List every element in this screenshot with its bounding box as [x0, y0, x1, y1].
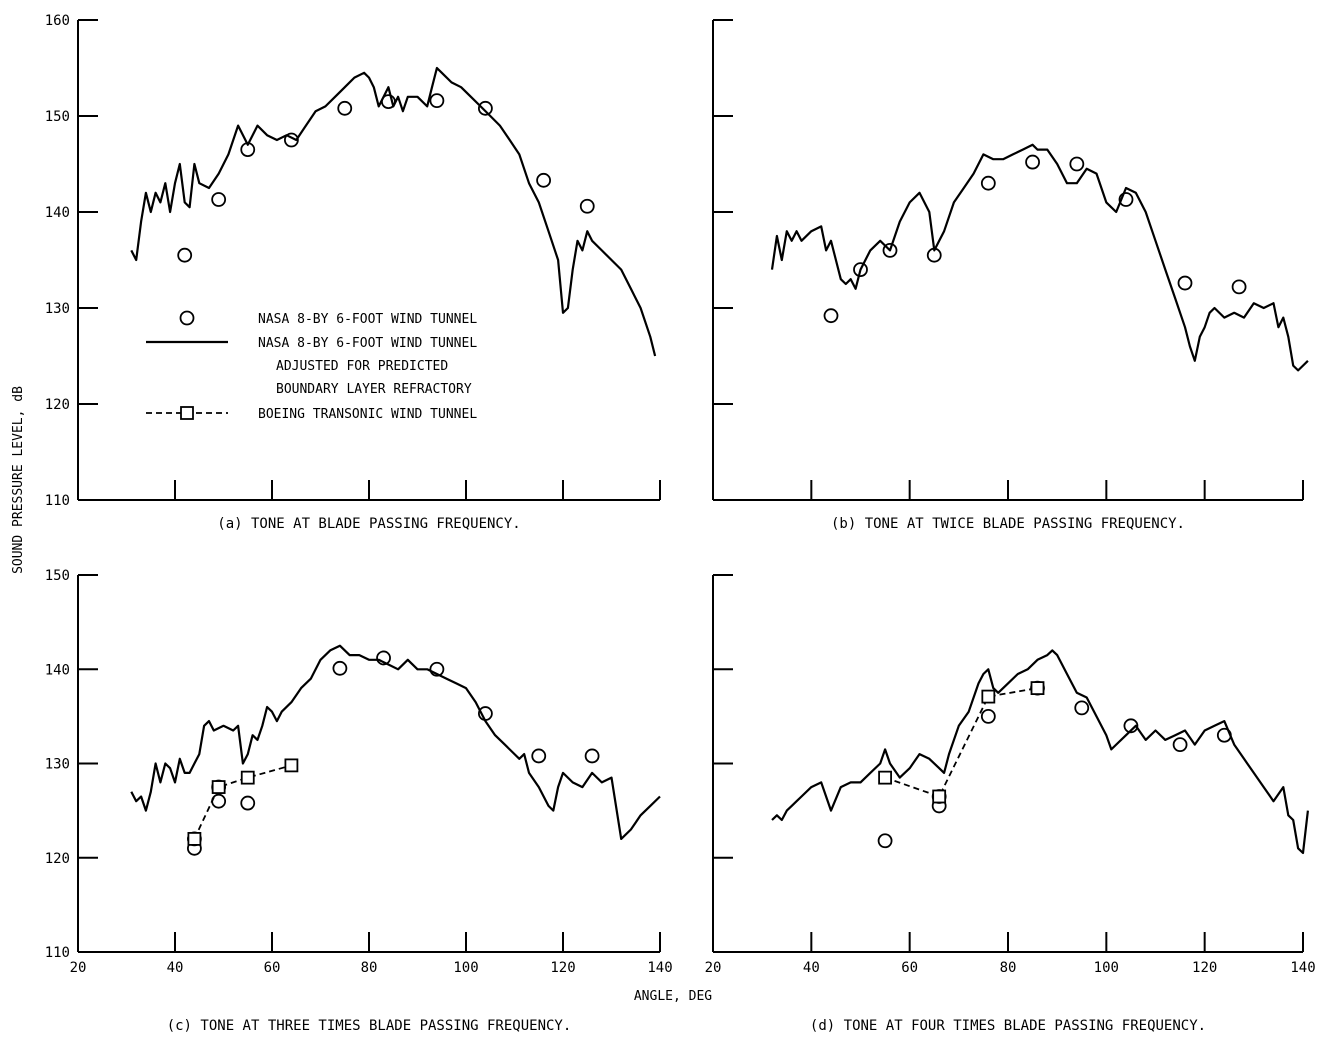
boeing-data-point [878, 770, 892, 785]
y-tick-label: 130 [45, 301, 70, 317]
y-tick-label: 140 [45, 205, 70, 221]
nasa-data-point [1025, 154, 1040, 170]
nasa-data-point [980, 175, 996, 191]
legend-label: BOEING TRANSONIC WIND TUNNEL [258, 407, 477, 422]
nasa-data-point [429, 93, 445, 109]
x-tick-label: 20 [70, 960, 87, 976]
y-tick-label: 110 [45, 493, 70, 509]
nasa-data-point [1177, 275, 1193, 291]
x-tick-label: 20 [705, 960, 722, 976]
y-tick-label: 160 [45, 13, 70, 29]
nasa-data-point [337, 100, 353, 116]
boeing-data-point [240, 770, 255, 785]
nasa-data-point [823, 308, 839, 324]
x-tick-label: 60 [264, 960, 281, 976]
y-tick-label: 150 [45, 109, 70, 125]
panel-caption: (a) TONE AT BLADE PASSING FREQUENCY. [217, 516, 520, 532]
boeing-data-point [981, 689, 996, 704]
nasa-data-point [1172, 737, 1188, 753]
legend-label-line: ADJUSTED FOR PREDICTED [276, 359, 448, 374]
adjusted-spl-line [130, 66, 657, 357]
nasa-data-point [1074, 700, 1090, 716]
x-tick-label: 100 [453, 960, 478, 976]
panel-d: 20 40 60 80 100 120 140 (d) TONE AT FOUR TIMES … [705, 574, 1316, 1034]
panel-b: (b) TONE AT TWICE BLADE PASSING FREQUENC… [712, 19, 1309, 532]
panel-a: 110 120 130 140 150 160 (a) TONE AT BLADE PASS… [45, 13, 661, 532]
x-tick-label: 40 [167, 960, 184, 976]
x-tick-label: 120 [1192, 960, 1217, 976]
boeing-dashed-line [193, 764, 292, 840]
boeing-data-point [284, 758, 299, 773]
x-axis-title: ANGLE, DEG [634, 989, 712, 1004]
nasa-data-point [477, 100, 493, 116]
y-tick-label: 120 [45, 397, 70, 413]
x-tick-label: 100 [1094, 960, 1119, 976]
boeing-data-point [211, 780, 226, 794]
x-tick-label: 80 [1000, 960, 1017, 976]
y-tick-label: 140 [45, 662, 70, 678]
nasa-data-point [980, 708, 996, 724]
adjusted-spl-line [771, 649, 1309, 855]
x-tick-label: 80 [361, 960, 378, 976]
x-tick-label: 140 [1290, 960, 1315, 976]
boeing-data-point [1030, 681, 1045, 695]
legend-label-line: BOUNDARY LAYER REFRACTORY [276, 382, 472, 397]
x-tick-label: 140 [647, 960, 672, 976]
legend-label: NASA 8-BY 6-FOOT WIND TUNNEL [258, 312, 477, 327]
boeing-data-point [932, 789, 947, 804]
nasa-data-point [531, 748, 547, 764]
panel-c: 110 120 130 140 150 20 40 60 80 100 120 140 (c) TONE… [45, 568, 673, 1034]
boeing-dashed-line [884, 687, 1038, 798]
nasa-data-point [177, 247, 193, 263]
nasa-data-point [536, 172, 551, 188]
adjusted-spl-line [770, 143, 1309, 372]
boeing-data-point [187, 832, 202, 846]
y-tick-label: 130 [45, 757, 70, 773]
x-tick-label: 120 [550, 960, 575, 976]
nasa-data-point [584, 748, 600, 764]
panel-caption: (d) TONE AT FOUR TIMES BLADE PASSING FRE… [810, 1018, 1206, 1034]
legend: NASA 8-BY 6-FOOT WIND TUNNEL NASA 8-BY 6-… [146, 310, 477, 422]
nasa-data-point [332, 660, 348, 676]
nasa-data-point [1231, 279, 1247, 295]
legend-square-marker [180, 406, 194, 420]
x-tick-label: 60 [901, 960, 918, 976]
y-tick-label: 120 [45, 851, 70, 867]
nasa-data-point [877, 833, 893, 849]
y-tick-label: 110 [45, 945, 70, 961]
panel-caption: (c) TONE AT THREE TIMES BLADE PASSING FR… [167, 1018, 572, 1034]
nasa-data-point [211, 192, 227, 207]
legend-circle-marker [179, 310, 195, 326]
nasa-data-point [579, 198, 595, 214]
legend-label: NASA 8-BY 6-FOOT WIND TUNNEL [258, 336, 477, 351]
panel-caption: (b) TONE AT TWICE BLADE PASSING FREQUENC… [831, 516, 1185, 532]
nasa-data-point [211, 793, 227, 809]
y-tick-label: 150 [45, 568, 70, 584]
y-axis-title: SOUND PRESSURE LEVEL, dB [11, 386, 26, 574]
nasa-data-point [1123, 718, 1139, 734]
nasa-data-point [1069, 156, 1085, 172]
adjusted-spl-line [130, 644, 661, 840]
x-tick-label: 40 [803, 960, 820, 976]
nasa-data-point [240, 795, 256, 811]
